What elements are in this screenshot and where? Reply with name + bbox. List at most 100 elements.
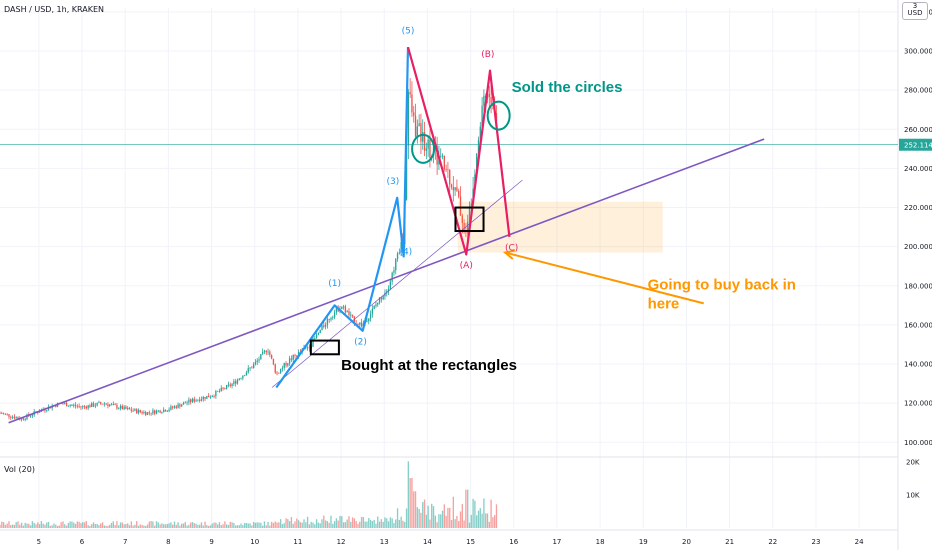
volume-bar (143, 525, 145, 528)
volume-bar (15, 522, 17, 528)
x-tick-label: 7 (123, 538, 127, 546)
x-tick-label: 19 (639, 538, 648, 546)
volume-bar (37, 522, 39, 528)
candle-body (44, 409, 46, 411)
candle-body (449, 169, 451, 185)
volume-bar (24, 522, 26, 528)
y-tick-label: 240.000 (904, 165, 932, 173)
volume-bar (233, 523, 235, 528)
volume-bar (87, 525, 89, 528)
volume-bar (407, 461, 410, 528)
candle-body (242, 375, 244, 379)
volume-bar (204, 521, 206, 528)
candle-body (186, 402, 188, 404)
volume-bar (303, 519, 305, 528)
volume-bar (13, 524, 16, 528)
volume-bar (91, 524, 93, 528)
candle-body (74, 404, 77, 407)
candle-body (197, 399, 199, 401)
volume-bar (488, 521, 490, 528)
candle-body (490, 97, 492, 104)
candle-body (278, 372, 280, 374)
volume-bar (164, 524, 167, 528)
y-tick-label: 100.000 (904, 439, 932, 447)
volume-bar (243, 523, 246, 528)
volume-bar (405, 508, 408, 528)
candle-body (225, 384, 228, 389)
volume-bar (447, 507, 449, 528)
volume-tick-label: 10K (906, 492, 920, 500)
volume-bar (344, 522, 347, 528)
candle-body (321, 325, 323, 331)
volume-bar (332, 523, 334, 528)
volume-bar (58, 525, 61, 528)
volume-bar (348, 516, 350, 528)
candle-body (179, 404, 181, 407)
volume-bar (247, 523, 249, 528)
volume-bar (292, 523, 294, 528)
drawings (0, 46, 898, 424)
volume-bar (51, 525, 53, 528)
last-price-badge (899, 138, 932, 151)
volume-bar (287, 519, 289, 528)
volume-bar (492, 517, 494, 528)
volume-bar (64, 524, 66, 528)
volume-bar (279, 519, 282, 528)
candle-body (395, 259, 397, 271)
candle-body (132, 410, 134, 412)
wave-impulse (275, 47, 410, 389)
volume-bar (270, 521, 273, 528)
volume-bar (60, 522, 62, 528)
candle-body (229, 384, 231, 386)
candle-body (100, 402, 102, 404)
candle-body (240, 378, 242, 380)
candle-body (55, 405, 57, 407)
volume-bar (31, 521, 34, 528)
x-tick-label: 8 (166, 538, 170, 546)
candle-body (260, 354, 262, 360)
candle-body (477, 140, 480, 154)
volume-bar (441, 510, 444, 528)
candle-body (422, 132, 424, 142)
x-tick-label: 14 (423, 538, 432, 546)
volume-bar (285, 518, 287, 528)
candle-body (213, 396, 215, 397)
candle-body (270, 354, 273, 359)
volume-bar (240, 523, 242, 528)
volume-bar (134, 524, 136, 528)
volume-bar (299, 522, 302, 528)
volume-bar (461, 503, 463, 528)
candle-body (454, 187, 456, 191)
candle-body (265, 350, 267, 353)
volume-bar (101, 522, 104, 528)
buy-zone (457, 201, 663, 253)
wave-label: (1) (328, 279, 341, 289)
currency-badge[interactable]: 3 USD (902, 2, 928, 20)
candle-body (285, 362, 287, 366)
volume-bar (260, 522, 262, 528)
volume-bar (483, 498, 485, 528)
volume-bar (290, 517, 293, 528)
candle-body (92, 403, 95, 407)
candle-body (110, 404, 113, 406)
volume-bar (82, 522, 84, 528)
volume-bar (330, 515, 332, 528)
volume-bar (301, 522, 303, 528)
volume-bar (128, 525, 131, 528)
volume-bar (459, 511, 462, 528)
y-tick-label: 280.000 (904, 87, 932, 95)
candle-body (481, 105, 483, 127)
volume-bar (256, 522, 258, 528)
volume-bar (220, 525, 222, 528)
candle-body (391, 272, 393, 282)
candle-body (73, 404, 75, 406)
volume-bar (254, 522, 257, 528)
candle-body (204, 396, 206, 399)
candle-body (274, 364, 276, 373)
volume-bar (175, 524, 177, 528)
volume-bar (409, 478, 411, 528)
volume-bar (186, 525, 188, 528)
volume-bar (116, 521, 118, 528)
volume-bar (172, 524, 174, 528)
